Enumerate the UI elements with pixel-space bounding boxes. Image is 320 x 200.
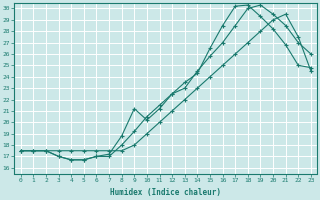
X-axis label: Humidex (Indice chaleur): Humidex (Indice chaleur) [110, 188, 221, 197]
